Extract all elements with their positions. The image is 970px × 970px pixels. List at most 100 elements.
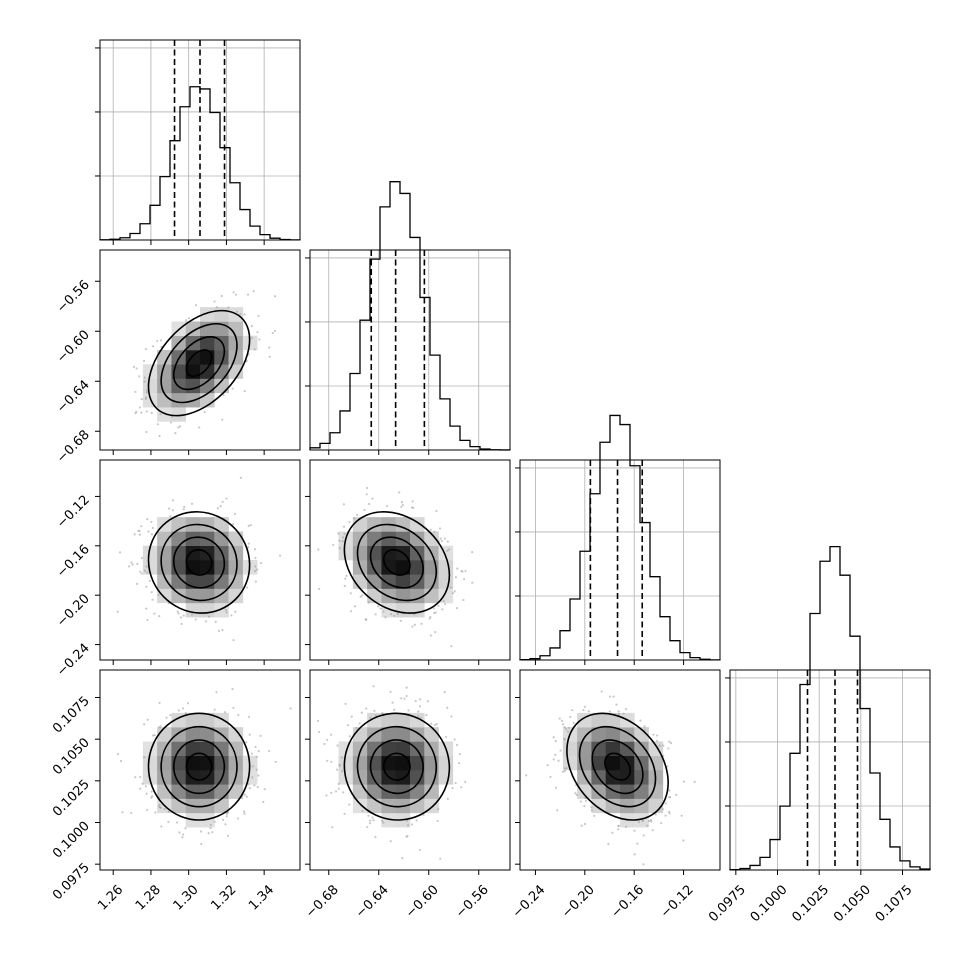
scatter-point <box>145 391 148 394</box>
density-cell <box>214 378 229 394</box>
scatter-point <box>250 325 254 328</box>
scatter-point <box>144 348 148 351</box>
panel-1-0 <box>95 249 301 455</box>
density-cell <box>185 602 201 618</box>
scatter-point <box>454 576 458 579</box>
scatter-point <box>326 738 329 742</box>
contour-3-2-0 <box>604 752 631 781</box>
density-cell <box>410 755 425 771</box>
scatter-point <box>239 313 242 316</box>
scatter-point <box>615 703 618 706</box>
density-cell <box>142 378 158 394</box>
scatter-point <box>639 719 642 722</box>
scatter-point <box>128 565 131 568</box>
scatter-point <box>649 819 652 822</box>
scatter-point <box>358 722 361 725</box>
scatter-point <box>419 716 423 719</box>
scatter-point <box>389 690 392 694</box>
scatter-points-2-0 <box>116 476 282 642</box>
y-tick-label: −0.24 <box>54 641 93 680</box>
scatter-point <box>232 291 235 294</box>
scatter-point <box>116 753 120 756</box>
density-cell <box>200 335 215 351</box>
density-cell <box>424 588 439 604</box>
density-cell <box>367 545 382 561</box>
density-cells-1-0 <box>142 307 258 422</box>
density-cell <box>171 392 187 408</box>
scatter-point <box>336 744 339 747</box>
scatter-point <box>158 806 162 809</box>
scatter-point <box>359 595 362 598</box>
density-cell <box>395 712 411 728</box>
scatter-point <box>139 570 142 573</box>
contour-2-1-0 <box>382 549 411 576</box>
scatter-point <box>139 787 142 790</box>
scatter-point <box>435 722 438 726</box>
density-cell <box>591 798 607 814</box>
scatter-point <box>446 797 449 800</box>
scatter-point <box>273 295 277 298</box>
scatter-point <box>450 645 453 648</box>
scatter-point <box>337 782 340 785</box>
scatter-point <box>566 730 570 733</box>
density-cell <box>242 770 258 785</box>
scatter-point <box>178 831 181 834</box>
panel-2-1 <box>305 459 511 665</box>
scatter-point <box>429 634 433 637</box>
scatter-point <box>384 616 387 619</box>
scatter-point <box>340 770 344 773</box>
scatter-point <box>179 616 183 619</box>
density-cell <box>395 741 411 757</box>
scatter-point <box>412 506 415 509</box>
scatter-point <box>342 503 346 506</box>
scatter-point <box>612 695 615 698</box>
density-cell <box>171 545 187 561</box>
scatter-point <box>251 776 254 779</box>
scatter-point <box>165 716 168 719</box>
scatter-point <box>405 694 408 698</box>
density-cell <box>381 712 397 728</box>
scatter-point <box>177 426 180 429</box>
scatter-point <box>132 365 136 368</box>
density-cell <box>200 712 215 728</box>
scatter-point <box>379 607 382 610</box>
density-cell <box>157 392 172 408</box>
scatter-point <box>660 822 663 825</box>
density-cell <box>562 755 578 771</box>
scatter-point <box>433 530 436 533</box>
scatter-point <box>207 832 210 835</box>
scatter-point <box>462 578 466 581</box>
scatter-point <box>338 539 341 542</box>
scatter-point <box>371 816 374 819</box>
scatter-point <box>226 834 230 837</box>
scatter-point <box>401 857 404 860</box>
scatter-point <box>563 769 566 772</box>
y-tick-label: −0.68 <box>54 427 93 466</box>
density-cell <box>591 727 607 742</box>
density-cell <box>228 560 244 575</box>
scatter-point <box>171 509 174 512</box>
density-cell <box>185 784 201 799</box>
scatter-point <box>410 823 414 826</box>
scatter-point <box>350 715 353 718</box>
scatter-point <box>455 743 459 746</box>
scatter-point <box>146 718 149 721</box>
scatter-point <box>243 793 246 796</box>
scatter-point <box>414 700 417 703</box>
scatter-point <box>624 825 628 828</box>
scatter-point <box>219 504 222 508</box>
scatter-point <box>398 491 401 494</box>
contour-3-0-1 <box>172 739 226 795</box>
scatter-point <box>693 780 696 783</box>
scatter-point <box>159 725 162 728</box>
scatter-point <box>159 339 163 342</box>
scatter-point <box>366 825 369 829</box>
scatter-point <box>554 786 558 789</box>
scatter-point <box>271 332 274 335</box>
scatter-point <box>157 593 160 597</box>
scatter-point <box>668 740 671 743</box>
scatter-point <box>563 726 566 729</box>
scatter-point <box>407 709 410 712</box>
x-tick-label: 1.32 <box>208 882 239 913</box>
y-tick-label: −0.60 <box>54 327 93 366</box>
